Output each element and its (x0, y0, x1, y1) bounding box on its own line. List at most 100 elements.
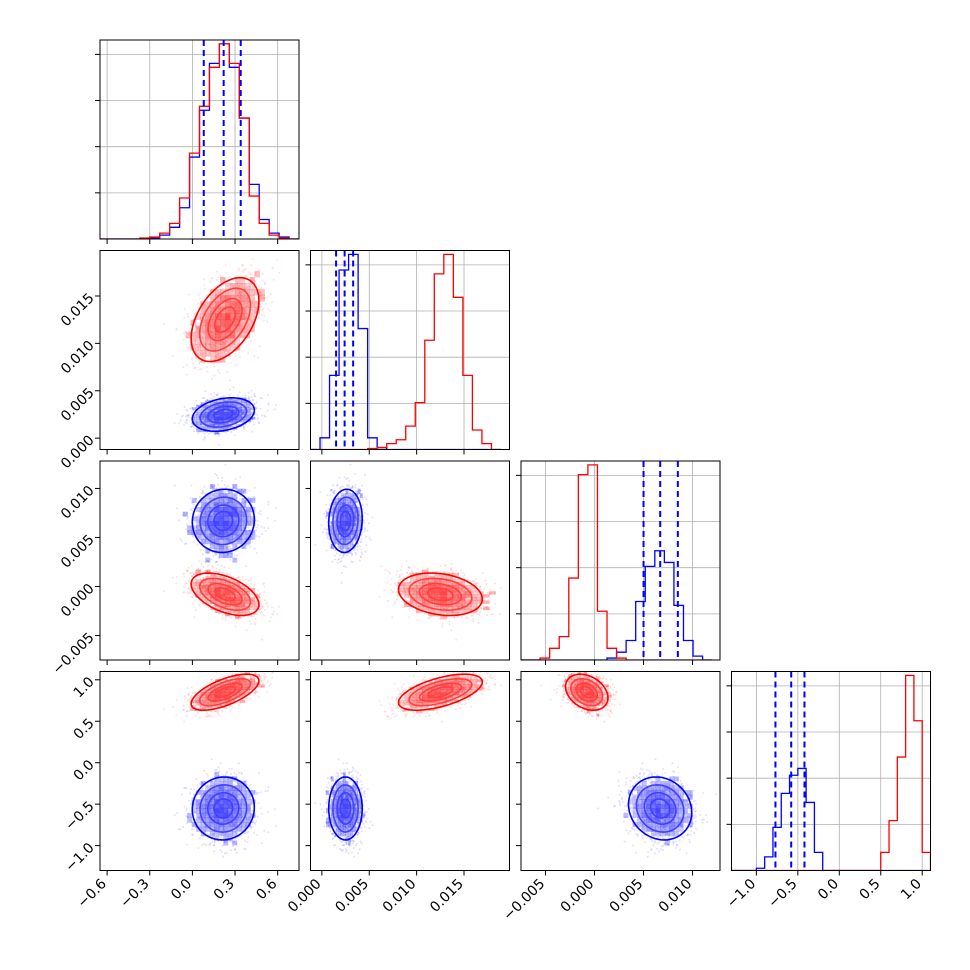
blue-density-cell (191, 497, 197, 503)
red-point (188, 347, 191, 350)
blue-point (215, 474, 218, 477)
red-point (196, 327, 199, 330)
blue-point (273, 519, 276, 522)
blue-point (229, 388, 232, 391)
blue-point (216, 393, 219, 396)
blue-point (208, 422, 211, 425)
red-point (182, 338, 185, 341)
red-point (210, 298, 213, 301)
y-tick-label: 0.015 (58, 290, 98, 330)
red-point (202, 329, 205, 332)
blue-density-cell (245, 412, 251, 415)
y-tick-label: 0.010 (58, 338, 98, 378)
red-point (182, 366, 185, 369)
blue-point (267, 500, 270, 503)
blue-density-cell (223, 397, 229, 401)
blue-point (203, 485, 206, 488)
red-point (266, 320, 269, 323)
red-point (221, 345, 224, 348)
blue-density-cell (209, 416, 215, 420)
red-density-cell (259, 295, 265, 302)
red-point (276, 258, 279, 261)
red-point (272, 267, 275, 270)
red-point (271, 266, 274, 269)
red-point (213, 365, 216, 368)
blue-point (253, 486, 256, 489)
blue-point (199, 549, 202, 552)
blue-point (206, 405, 209, 407)
red-point (259, 291, 262, 294)
blue-point (247, 414, 250, 417)
red-point (251, 301, 254, 304)
red-point (238, 328, 241, 331)
red-point (215, 345, 218, 348)
blue-point (195, 421, 198, 424)
blue-density-cell (236, 414, 242, 418)
blue-point (232, 386, 235, 389)
blue-point (192, 503, 195, 506)
red-point (263, 281, 266, 284)
red-point (204, 344, 207, 347)
blue-point (203, 437, 206, 440)
blue-point (263, 527, 266, 529)
red-point (247, 301, 250, 304)
blue-density-cell (241, 409, 247, 413)
blue-density-cell (214, 404, 220, 408)
red-point (258, 345, 261, 348)
blue-density-cell (200, 416, 206, 420)
blue-point (238, 406, 241, 409)
red-point (254, 273, 257, 276)
blue-point (206, 399, 209, 402)
red-point (194, 350, 197, 353)
blue-density-cell (200, 426, 206, 430)
red-point (172, 576, 174, 579)
blue-density-cell (205, 419, 211, 423)
blue-contour-1 (206, 405, 240, 424)
blue-density-cell (218, 416, 224, 420)
blue-point (200, 423, 203, 426)
blue-point (186, 409, 189, 412)
blue-point (244, 409, 247, 412)
blue-point (185, 542, 188, 545)
blue-point (250, 389, 253, 392)
blue-density-cell (227, 426, 233, 430)
blue-point (247, 411, 249, 414)
blue-point (252, 398, 255, 401)
red-point (224, 348, 227, 351)
blue-density-cell (232, 557, 238, 563)
red-point (239, 291, 242, 294)
blue-point (178, 422, 180, 425)
red-point (244, 268, 247, 271)
blue-point (214, 432, 217, 435)
red-point (230, 361, 232, 364)
blue-point (237, 417, 240, 420)
red-point (203, 321, 206, 323)
red-point (245, 274, 248, 277)
blue-point (214, 472, 217, 475)
blue-density-cell (227, 397, 233, 401)
blue-point (194, 413, 197, 416)
red-point (215, 567, 218, 570)
red-point (239, 293, 242, 295)
red-point (203, 324, 206, 327)
red-point (241, 575, 244, 578)
red-point (232, 296, 235, 299)
blue-point (226, 410, 228, 413)
red-point (206, 365, 209, 368)
red-point (214, 294, 217, 297)
blue-point (210, 397, 213, 400)
red-point (244, 275, 247, 277)
red-point (203, 284, 206, 286)
red-point (238, 267, 241, 270)
blue-point (250, 410, 253, 413)
red-point (251, 289, 254, 292)
red-point (213, 358, 216, 361)
blue-point (217, 424, 220, 427)
blue-density-cell (232, 409, 238, 413)
blue-density-cell (241, 412, 247, 415)
blue-density-cell (232, 399, 238, 403)
blue-point (212, 405, 215, 408)
red-point (260, 308, 263, 311)
blue-density-cell (245, 414, 251, 418)
red-point (185, 373, 188, 376)
